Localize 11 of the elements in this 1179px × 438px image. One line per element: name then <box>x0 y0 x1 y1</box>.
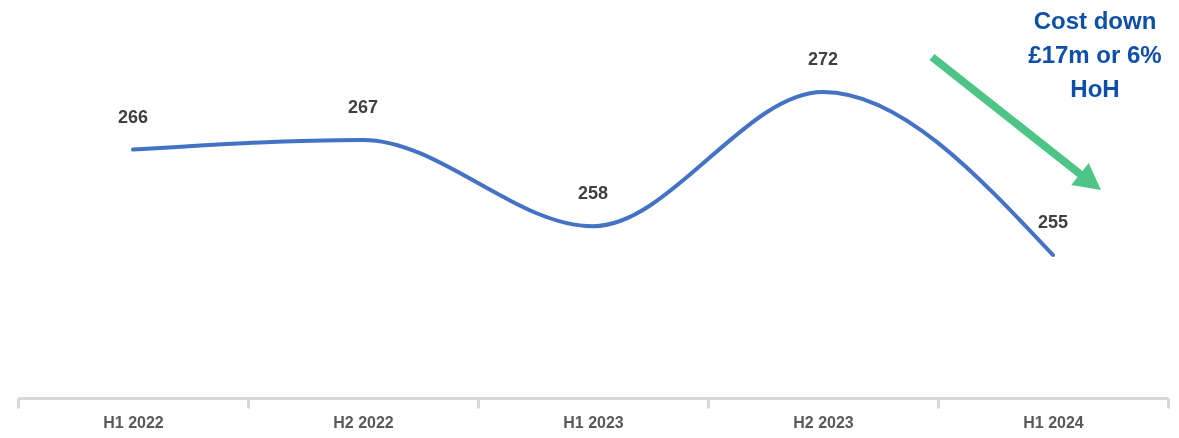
x-tick-label: H1 2024 <box>1023 413 1084 431</box>
data-label: 266 <box>117 106 149 127</box>
data-label: 255 <box>1037 212 1069 232</box>
data-label: 267 <box>347 96 379 117</box>
data-label: 272 <box>807 49 839 69</box>
annotation: Cost down £17m or 6% HoH <box>1027 6 1163 104</box>
x-tick-label: H2 2022 <box>333 413 394 431</box>
x-tick-label: H1 2023 <box>563 413 624 431</box>
x-tick-label: H1 2022 <box>103 413 164 431</box>
data-label: 258 <box>577 183 609 204</box>
x-tick-label: H2 2023 <box>793 413 854 431</box>
